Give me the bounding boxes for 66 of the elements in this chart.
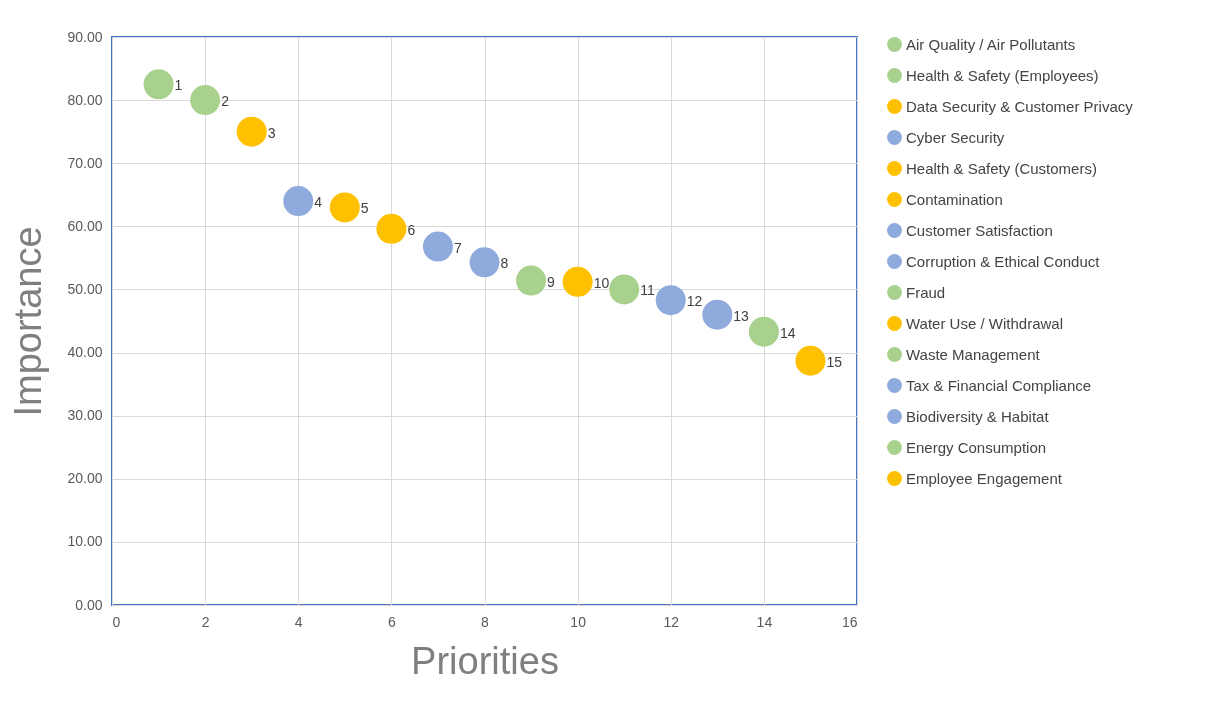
point (609, 274, 640, 305)
y-tick-label: 60.00 (67, 217, 103, 234)
annotation: 14 (779, 324, 796, 341)
annotation: 12 (686, 293, 703, 310)
point (469, 247, 500, 278)
point (376, 213, 407, 244)
legend-label: Health & Safety (Customers) (906, 159, 1097, 177)
point (748, 316, 779, 347)
legend-label: Corruption & Ethical Conduct (906, 252, 1101, 270)
annotation: 6 (407, 221, 416, 238)
point (143, 69, 174, 100)
point (795, 345, 826, 376)
annotation: 7 (453, 239, 462, 256)
annotation: 8 (500, 255, 509, 272)
point (702, 299, 733, 330)
point (422, 231, 453, 262)
y-tick-label: 40.00 (67, 344, 103, 361)
annotation: 9 (547, 273, 556, 290)
annotation: 13 (733, 307, 750, 324)
annotation: 11 (640, 282, 655, 299)
y-axis-title: Importance (7, 226, 50, 417)
x-axis-title: Priorities (411, 639, 559, 682)
x-tick-label: 12 (663, 613, 680, 630)
annotation: 15 (826, 353, 843, 370)
annotation: 4 (314, 194, 323, 211)
annotation: 3 (267, 124, 276, 141)
annotation: 5 (360, 200, 369, 217)
y-tick-label: 50.00 (67, 280, 103, 297)
y-tick-label: 0.00 (75, 596, 103, 613)
legend-label: Water Use / Withdrawal (906, 314, 1063, 332)
x-tick-label: 0 (112, 613, 121, 630)
legend-label: Data Security & Customer Privacy (906, 97, 1134, 115)
x-tick-label: 10 (570, 613, 587, 630)
x-tick-label: 6 (387, 613, 396, 630)
point (329, 192, 360, 223)
point (655, 285, 686, 316)
x-tick-label: 8 (481, 613, 490, 630)
legend-label: Tax & Financial Compliance (906, 376, 1092, 394)
annotation: 1 (174, 77, 183, 94)
legend-label: Energy Consumption (906, 438, 1047, 456)
annotation: 10 (593, 274, 610, 291)
legend-label: Employee Engagement (906, 469, 1063, 487)
legend-label: Waste Management (906, 345, 1041, 363)
annotation: 2 (221, 93, 230, 110)
y-tick-label: 70.00 (67, 154, 103, 171)
legend-label: Air Quality / Air Pollutants (906, 35, 1076, 53)
point (190, 85, 221, 116)
point (516, 265, 547, 296)
legend-label: Fraud (906, 283, 946, 301)
x-tick-label: 14 (756, 613, 773, 630)
x-tick-label: 4 (294, 613, 303, 630)
legend-label: Biodiversity & Habitat (906, 407, 1050, 425)
legend-label: Contamination (906, 190, 1003, 208)
point (283, 186, 314, 217)
legend-label: Customer Satisfaction (906, 221, 1053, 239)
y-tick-label: 30.00 (67, 407, 103, 424)
y-tick-label: 20.00 (67, 470, 103, 487)
x-tick-label: 16 (841, 613, 858, 630)
y-tick-label: 90.00 (67, 28, 103, 45)
point (236, 116, 267, 147)
legend-label: Cyber Security (906, 128, 1005, 146)
point (562, 266, 593, 297)
legend-label: Health & Safety (Employees) (906, 66, 1099, 84)
y-tick-label: 10.00 (67, 533, 103, 550)
x-tick-label: 2 (201, 613, 210, 630)
y-tick-label: 80.00 (67, 91, 103, 108)
